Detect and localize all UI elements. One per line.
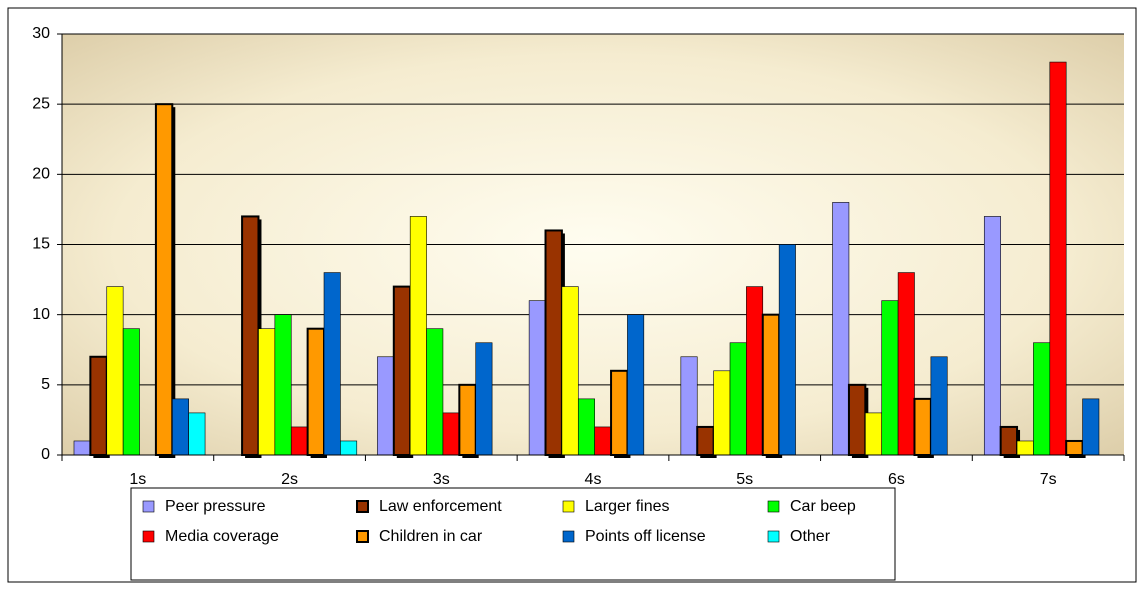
bar xyxy=(999,425,1019,456)
bar xyxy=(627,314,645,456)
bar xyxy=(696,425,715,456)
bar xyxy=(746,286,764,456)
y-tick-label: 25 xyxy=(32,95,50,112)
x-tick-label: 4s xyxy=(585,471,602,488)
legend-swatch xyxy=(562,530,575,543)
bar xyxy=(930,356,948,456)
x-tick-label: 1s xyxy=(129,471,146,488)
bar xyxy=(426,328,444,456)
bar xyxy=(475,342,493,456)
bar xyxy=(377,356,395,456)
legend-label: Children in car xyxy=(379,528,483,545)
x-tick-label: 3s xyxy=(433,471,450,488)
bar xyxy=(577,398,595,456)
legend-label: Media coverage xyxy=(165,528,279,545)
y-tick-label: 15 xyxy=(32,236,50,253)
legend-label: Car beep xyxy=(790,498,856,515)
legend-swatch xyxy=(562,500,575,513)
bar xyxy=(913,397,932,457)
bar xyxy=(323,272,341,456)
legend-label: Law enforcement xyxy=(379,498,502,515)
y-tick-label: 20 xyxy=(32,166,50,183)
bar xyxy=(154,103,174,457)
bar xyxy=(89,355,108,456)
bar xyxy=(122,328,140,456)
y-tick-label: 0 xyxy=(41,446,50,463)
legend-swatch xyxy=(356,530,369,543)
legend-label: Larger fines xyxy=(585,498,670,515)
bar xyxy=(847,383,867,457)
bar xyxy=(306,327,326,457)
bar xyxy=(458,383,477,457)
bar xyxy=(171,398,189,456)
bar xyxy=(561,286,579,456)
legend-swatch xyxy=(142,500,155,513)
bar xyxy=(290,426,308,456)
bar xyxy=(1065,439,1084,457)
x-tick-label: 2s xyxy=(281,471,298,488)
legend-swatch xyxy=(142,530,155,543)
bar xyxy=(1049,61,1067,456)
bar xyxy=(528,300,546,456)
bar xyxy=(106,286,124,456)
legend-swatch xyxy=(767,500,780,513)
legend-label: Other xyxy=(790,528,831,545)
bar xyxy=(241,215,260,456)
bar xyxy=(544,229,563,456)
legend-label: Peer pressure xyxy=(165,498,266,515)
legend-swatch xyxy=(767,530,780,543)
x-tick-label: 7s xyxy=(1040,471,1057,488)
bar xyxy=(1033,342,1051,456)
bar xyxy=(594,426,612,456)
legend-swatch xyxy=(356,500,369,513)
bar xyxy=(761,313,781,456)
x-tick-label: 5s xyxy=(736,471,753,488)
bar xyxy=(274,314,292,456)
bar xyxy=(1082,398,1100,456)
bar xyxy=(392,285,412,456)
legend-box xyxy=(130,487,896,581)
bar xyxy=(188,412,206,456)
bar xyxy=(713,370,731,456)
bar xyxy=(610,369,629,456)
y-tick-label: 10 xyxy=(32,306,50,323)
y-tick-label: 5 xyxy=(41,376,50,393)
bar xyxy=(865,412,883,456)
bar xyxy=(73,440,91,456)
bar xyxy=(1016,440,1034,456)
legend-label: Points off license xyxy=(585,528,706,545)
bar xyxy=(409,216,427,456)
x-tick-label: 6s xyxy=(888,471,905,488)
bar xyxy=(832,202,850,456)
y-tick-label: 30 xyxy=(32,25,50,42)
bar xyxy=(442,412,460,456)
bar xyxy=(881,300,899,456)
bar xyxy=(778,244,796,456)
bar xyxy=(340,440,358,456)
bar xyxy=(680,356,698,456)
bar xyxy=(729,342,747,456)
bar xyxy=(897,272,915,456)
bar xyxy=(258,328,276,456)
bar xyxy=(983,216,1001,456)
